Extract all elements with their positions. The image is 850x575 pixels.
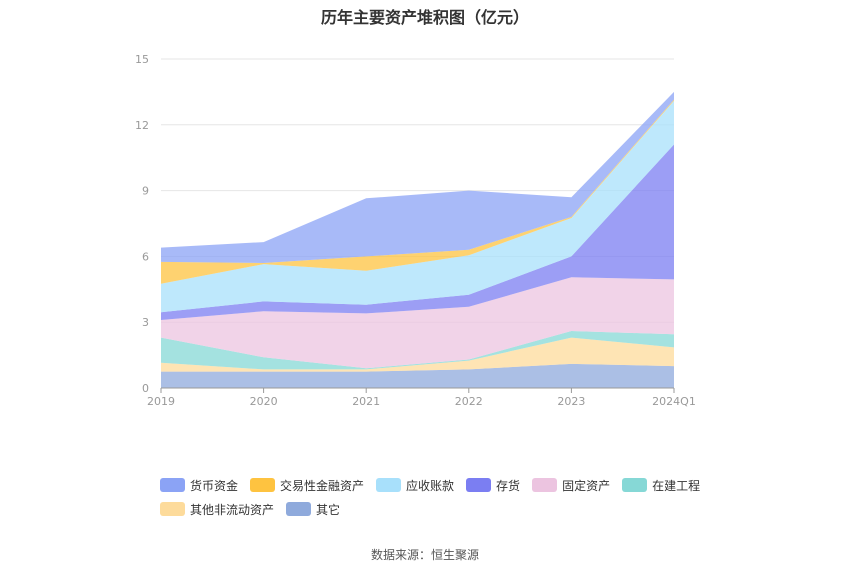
chart-title: 历年主要资产堆积图（亿元） — [320, 8, 529, 27]
legend-swatch — [250, 478, 276, 492]
legend-item[interactable]: 货币资金 — [160, 473, 238, 497]
legend-label: 交易性金融资产 — [280, 478, 365, 493]
area-在建工程 — [161, 331, 674, 370]
area-固定资产 — [161, 277, 674, 369]
y-tick-label: 15 — [135, 53, 149, 66]
legend-label: 货币资金 — [190, 478, 239, 493]
legend-swatch — [160, 478, 185, 492]
area-其他非流动资产 — [161, 337, 674, 372]
legend-item[interactable]: 固定资产 — [532, 473, 610, 497]
legend-item[interactable]: 其它 — [286, 497, 340, 521]
y-tick-label: 3 — [142, 316, 149, 329]
x-tick-label: 2021 — [352, 395, 380, 408]
y-tick-label: 12 — [135, 119, 149, 132]
x-tick-label: 2019 — [147, 395, 175, 408]
y-tick-label: 0 — [142, 382, 149, 395]
axes: 0 3 6 9 12 15 2019 2020 2021 2022 2023 2024Q1 — [135, 53, 696, 408]
legend-label: 应收账款 — [406, 478, 455, 493]
y-tick-label: 9 — [142, 185, 149, 198]
x-tick-label: 2023 — [557, 395, 585, 408]
legend-swatch — [376, 478, 402, 492]
legend-item[interactable]: 其他非流动资产 — [160, 497, 274, 521]
legend-swatch — [286, 502, 312, 516]
area-货币资金 — [161, 91, 674, 264]
legend-swatch — [160, 502, 185, 516]
stacked-area-chart: 0 3 6 9 12 15 2019 2020 2021 2022 2023 2024Q1 — [135, 53, 696, 408]
y-tick-label: 6 — [142, 250, 149, 263]
legend-label: 其它 — [316, 502, 341, 517]
legend-label: 存货 — [496, 478, 521, 493]
legend-item[interactable]: 交易性金融资产 — [250, 473, 364, 497]
legend-label: 固定资产 — [562, 478, 611, 493]
data-source: 数据来源：恒生聚源 — [370, 548, 479, 562]
legend-swatch — [466, 478, 492, 492]
legend-swatch — [622, 478, 648, 492]
legend-swatch — [532, 478, 558, 492]
legend-item[interactable]: 应收账款 — [376, 473, 454, 497]
area-存货 — [161, 144, 674, 320]
area-series — [161, 91, 674, 388]
legend-item[interactable]: 存货 — [466, 473, 520, 497]
x-tick-label: 2022 — [455, 395, 483, 408]
legend-label: 在建工程 — [652, 478, 701, 493]
area-其它 — [161, 363, 674, 388]
area-应收账款 — [161, 100, 674, 313]
legend: 货币资金 交易性金融资产 应收账款 存货 固定资产 在建工程其他非流动资产 其它 — [160, 473, 720, 521]
legend-label: 其他非流动资产 — [190, 502, 275, 517]
x-tick-label: 2024Q1 — [652, 395, 696, 408]
x-tick-label: 2020 — [250, 395, 278, 408]
area-交易性金融资产 — [161, 99, 674, 284]
legend-item[interactable]: 在建工程 — [622, 473, 700, 497]
